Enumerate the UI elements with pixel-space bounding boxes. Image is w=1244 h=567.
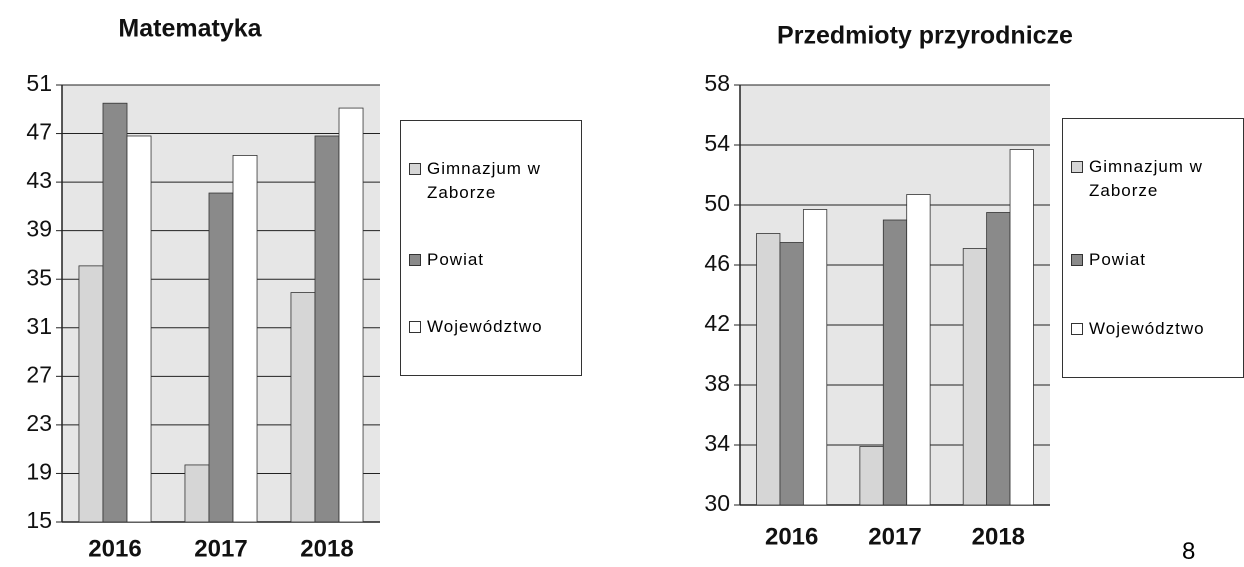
y-tick-label: 19 — [26, 459, 52, 485]
legend-item: Województwo — [409, 315, 573, 339]
legend-label: Gimnazjum w Zaborze — [427, 158, 541, 202]
bar — [882, 219, 908, 506]
bar — [126, 135, 152, 523]
bar — [802, 209, 828, 506]
legend-item: Województwo — [1071, 317, 1235, 341]
x-tick-label: 2017 — [194, 535, 247, 562]
x-tick-label: 2017 — [868, 523, 921, 550]
y-tick-label: 47 — [26, 119, 52, 145]
bar — [290, 292, 316, 523]
y-tick-label: 43 — [26, 167, 52, 193]
y-tick-label: 38 — [704, 370, 730, 396]
chart-title: Matematyka — [118, 15, 262, 43]
y-tick-label: 27 — [26, 361, 52, 387]
legend-label: Województwo — [1089, 318, 1205, 338]
y-tick-label: 58 — [704, 70, 730, 96]
x-tick-label: 2016 — [765, 523, 818, 550]
bar — [906, 194, 931, 506]
y-tick-label: 54 — [704, 130, 730, 156]
y-tick-label: 51 — [26, 70, 52, 96]
y-tick-label: 31 — [26, 313, 52, 339]
legend-item: Gimnazjum w Zaborze — [1071, 155, 1235, 203]
legend-swatch — [409, 162, 421, 175]
legend-swatch — [1071, 161, 1083, 174]
bar — [962, 248, 988, 506]
legend-item: Powiat — [409, 248, 573, 272]
x-tick-label: 2018 — [300, 535, 353, 562]
y-tick-label: 35 — [26, 264, 52, 290]
legend-label: Gimnazjum w Zaborze — [1089, 157, 1203, 201]
bar — [232, 155, 258, 523]
legend-label: Powiat — [427, 249, 485, 269]
bar — [208, 192, 234, 523]
y-tick-label: 50 — [704, 190, 730, 216]
legend-swatch — [1071, 322, 1083, 335]
legend-label: Województwo — [427, 317, 543, 337]
legend: Gimnazjum w Zaborze Powiat Województwo — [400, 120, 582, 376]
chart-title: Przedmioty przyrodnicze — [777, 22, 1073, 50]
legend-swatch — [409, 321, 421, 334]
y-tick-label: 15 — [26, 507, 52, 533]
y-tick-label: 39 — [26, 216, 52, 242]
y-tick-label: 23 — [26, 410, 52, 436]
y-tick-label: 46 — [704, 250, 730, 276]
x-tick-label: 2016 — [88, 535, 141, 562]
bar — [986, 212, 1011, 506]
legend-item: Powiat — [1071, 248, 1235, 272]
bar — [78, 265, 104, 523]
bar — [184, 464, 210, 523]
bar — [102, 102, 128, 523]
y-tick-label: 34 — [704, 430, 730, 456]
bar — [314, 135, 340, 523]
bar — [338, 107, 364, 523]
page-number: 8 — [1182, 538, 1196, 565]
bar — [859, 446, 884, 506]
legend-label: Powiat — [1089, 249, 1147, 269]
y-tick-label: 30 — [704, 490, 730, 516]
legend-swatch — [1071, 253, 1083, 266]
legend-item: Gimnazjum w Zaborze — [409, 157, 573, 205]
bar — [779, 242, 804, 506]
x-tick-label: 2018 — [972, 523, 1025, 550]
bar — [756, 233, 781, 506]
y-tick-label: 42 — [704, 310, 730, 336]
legend-swatch — [409, 253, 421, 266]
legend: Gimnazjum w Zaborze Powiat Województwo — [1062, 118, 1244, 378]
bar — [1009, 149, 1034, 506]
